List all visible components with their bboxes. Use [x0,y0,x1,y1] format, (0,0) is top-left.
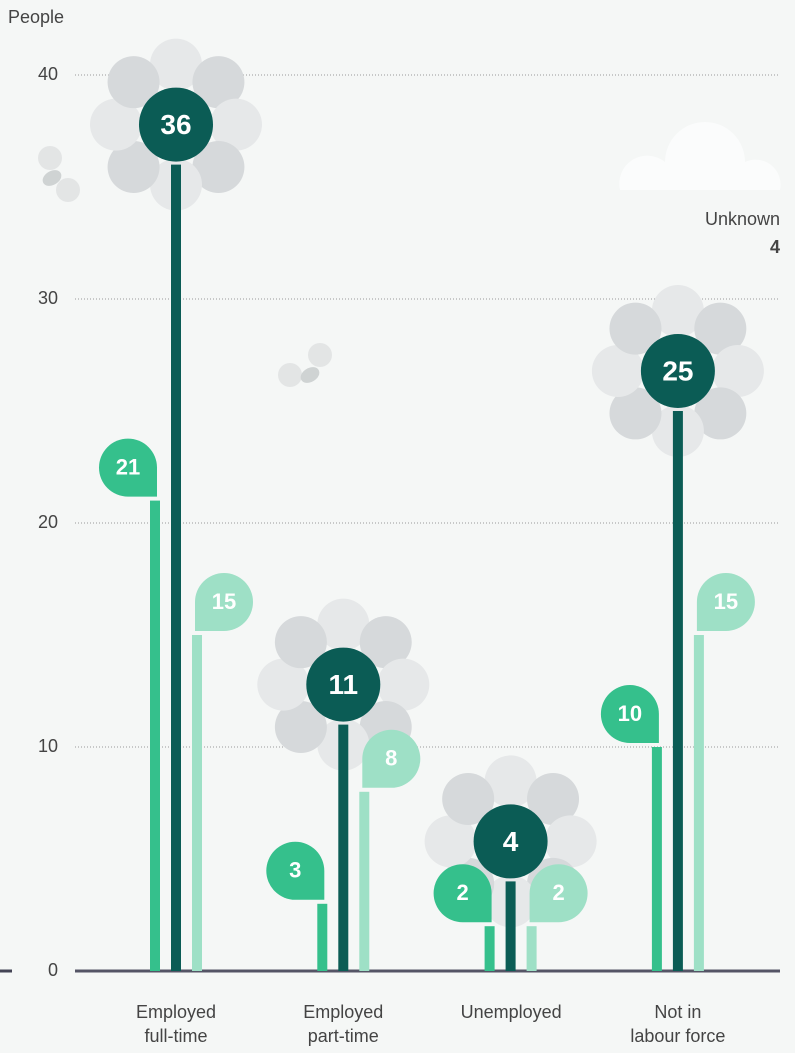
value-label: 11 [328,669,358,700]
petal [694,387,747,440]
petal [210,98,263,151]
petal [442,772,495,825]
petal [377,658,430,711]
bar [359,791,370,971]
y-tick-label: 20 [38,512,58,532]
bar [693,635,704,971]
flower [591,284,764,457]
value-label: 2 [552,880,564,905]
value-label: 3 [289,858,301,883]
value-marker [306,647,381,722]
y-tick-label: 10 [38,736,58,756]
value-marker [266,841,325,900]
value-label: 15 [212,589,236,614]
value-marker [696,573,755,631]
bar [672,411,683,971]
value-marker [600,685,659,743]
flower [90,38,263,211]
petal [359,616,412,669]
petal [317,598,370,651]
value-marker [362,729,421,788]
value-label: 2 [456,880,468,905]
bar [150,500,160,971]
value-label: 36 [160,109,191,140]
petal [90,98,142,151]
annotation-label: Unknown [705,209,780,229]
petal [527,772,580,825]
value-label: 15 [714,589,738,614]
value-label: 10 [618,701,642,726]
value-label: 4 [503,826,519,857]
y-tick-label: 30 [38,288,58,308]
petal [257,658,310,711]
value-marker [473,804,548,879]
bar [192,635,202,971]
petal [192,56,245,109]
value-marker [195,573,253,631]
bar [317,903,328,971]
petal [192,141,245,194]
annotation-value: 4 [770,237,780,257]
petal [274,616,327,669]
petal [609,302,662,355]
petal [107,141,160,194]
value-label: 21 [116,454,140,479]
x-tick-label: Unemployed [460,1002,562,1022]
bar [338,724,349,971]
value-label: 25 [662,355,693,386]
x-tick-label: Employed part-time [303,1002,384,1046]
petal [609,387,662,440]
value-marker [99,438,157,497]
bar [505,881,516,971]
value-label: 8 [385,746,397,771]
value-marker [139,87,213,162]
x-tick-label: Employed full-time [135,1002,217,1046]
petal [150,38,202,91]
petal [424,815,477,868]
decoration [38,122,781,387]
petal [484,755,537,808]
petal [544,815,597,868]
value-marker [640,334,715,408]
bar [171,164,181,972]
value-marker [433,864,492,923]
y-tick-label: 40 [38,64,58,84]
y-tick-label: 0 [48,960,58,980]
value-marker [529,864,588,923]
bar [484,926,495,971]
petal [107,56,160,109]
petal [711,345,764,397]
petal [591,344,644,397]
y-axis-label: People [8,7,64,27]
petal [651,284,704,337]
petal [694,302,747,355]
bar [651,747,662,971]
bar [526,926,537,971]
petal [274,701,327,754]
x-tick-label: Not in labour force [630,1002,726,1046]
